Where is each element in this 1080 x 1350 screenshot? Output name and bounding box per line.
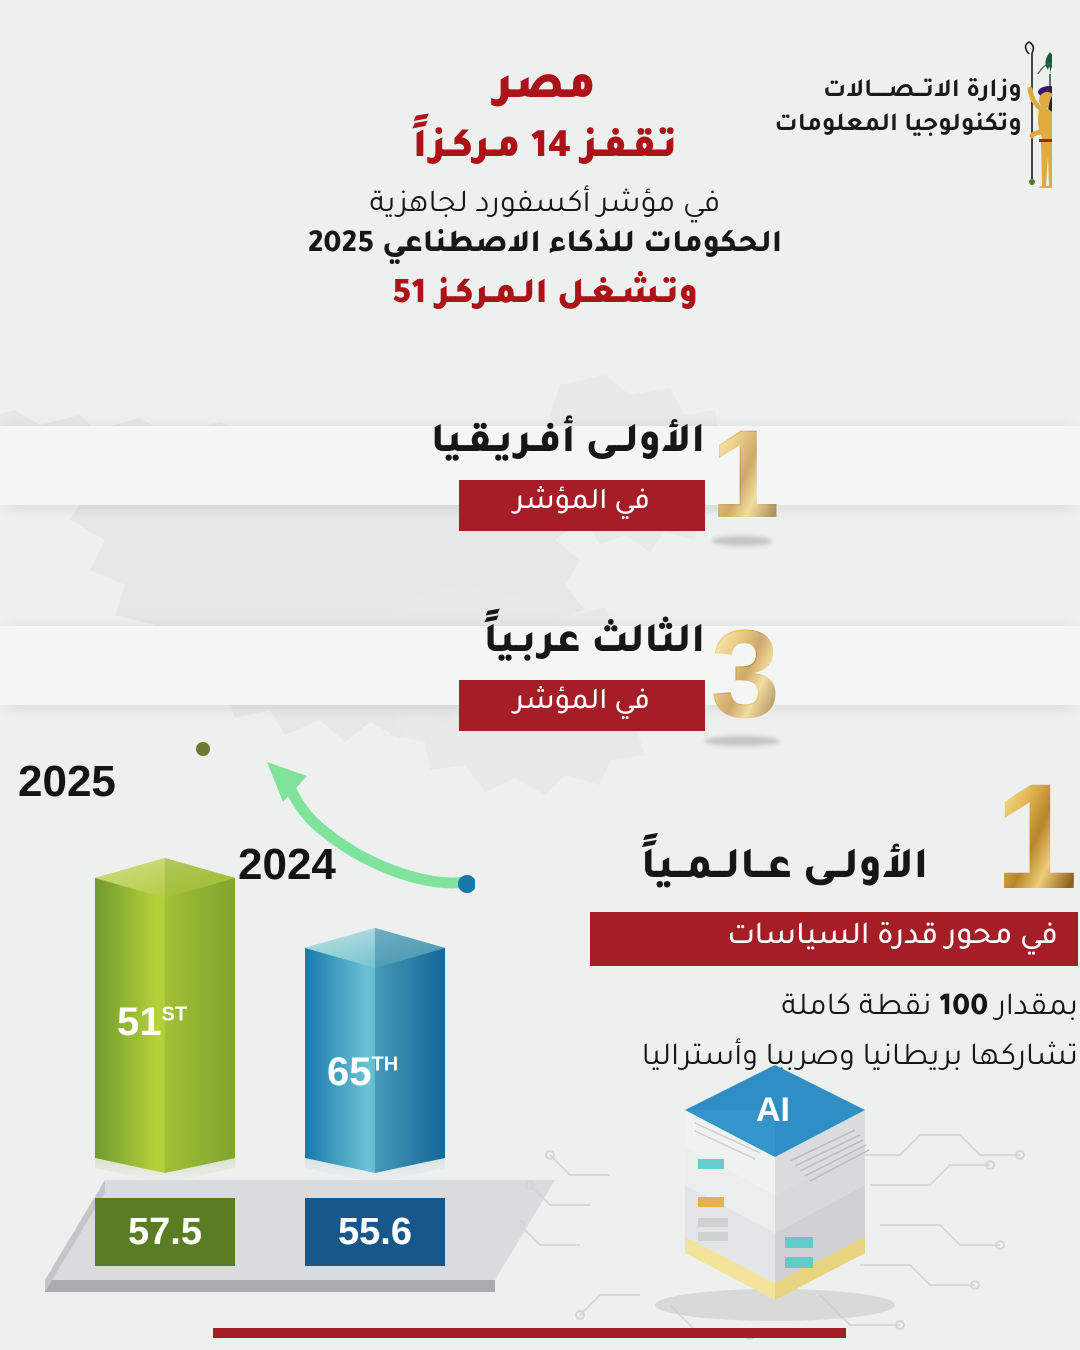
svg-text:AI: AI [756,1091,790,1129]
svg-text:وزارة الاتـــصـــــالات: وزارة الاتـــصـــــالات [823,78,1022,106]
svg-text:وتكنولوجيا المعلومات: وتكنولوجيا المعلومات [774,112,1022,140]
